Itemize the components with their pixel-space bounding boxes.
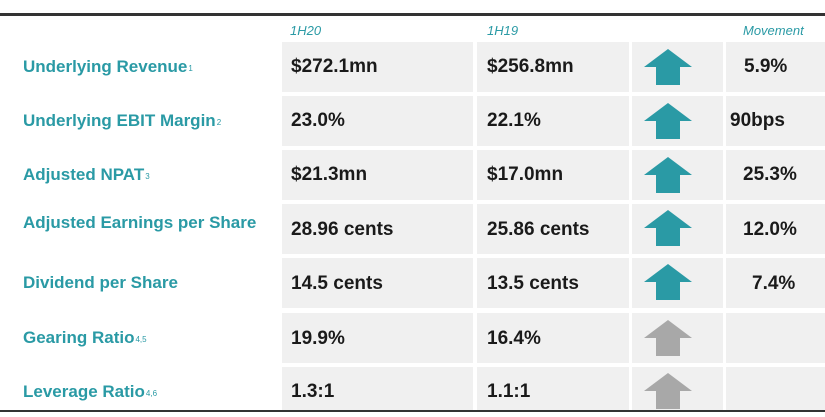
value-1h20: 23.0% — [291, 110, 345, 131]
table-row: Leverage Ratio4,6 1.3:1 1.1:1 — [0, 367, 825, 417]
cell-1h20: 23.0% — [282, 96, 473, 146]
top-rule — [0, 13, 825, 16]
up-arrow-grey-icon — [644, 320, 692, 356]
table-row: Underlying EBIT Margin2 23.0% 22.1% 90bp… — [0, 96, 825, 146]
header-1h20: 1H20 — [290, 23, 322, 38]
cell-movement: 90bps — [726, 96, 825, 146]
cell-1h20: 28.96 cents — [282, 204, 473, 254]
value-1h19: 22.1% — [487, 110, 541, 131]
cell-1h19: 16.4% — [477, 313, 629, 363]
cell-movement: 12.0% — [726, 204, 825, 254]
cell-1h20: $272.1mn — [282, 42, 473, 92]
value-1h20: 1.3:1 — [291, 381, 335, 402]
row-label: Underlying Revenue1 — [23, 57, 193, 76]
value-movement: 90bps — [730, 110, 785, 131]
footnote-ref: 4,6 — [145, 389, 158, 398]
footnote-ref: 4,5 — [135, 335, 147, 344]
cell-1h20: $21.3mn — [282, 150, 473, 200]
value-1h20: 14.5 cents — [291, 273, 383, 294]
value-1h19: 16.4% — [487, 328, 541, 349]
up-arrow-icon — [644, 264, 692, 300]
up-arrow-icon — [644, 210, 692, 246]
row-label: Underlying EBIT Margin2 — [23, 111, 222, 130]
value-1h19: 13.5 cents — [487, 273, 579, 294]
cell-movement — [726, 313, 825, 363]
table-row: Adjusted Earnings per Share 28.96 cents … — [0, 204, 825, 254]
cell-movement: 5.9% — [726, 42, 825, 92]
table-row: Gearing Ratio4,5 19.9% 16.4% — [0, 313, 825, 363]
cell-1h19: 25.86 cents — [477, 204, 629, 254]
cell-1h20: 1.3:1 — [282, 367, 473, 410]
row-label: Adjusted NPAT3 — [23, 165, 150, 184]
table-row: Underlying Revenue1 $272.1mn $256.8mn 5.… — [0, 42, 825, 92]
header-movement: Movement — [743, 23, 804, 38]
value-1h20: $21.3mn — [291, 164, 368, 185]
cell-movement: 25.3% — [726, 150, 825, 200]
row-label: Adjusted Earnings per Share — [23, 213, 257, 232]
value-1h19: 1.1:1 — [487, 381, 531, 402]
row-label: Dividend per Share — [23, 273, 178, 292]
up-arrow-grey-icon — [644, 373, 692, 409]
value-movement: 25.3% — [743, 164, 797, 185]
table-row: Dividend per Share 14.5 cents 13.5 cents… — [0, 258, 825, 308]
value-1h20: 19.9% — [291, 328, 345, 349]
cell-1h19: 22.1% — [477, 96, 629, 146]
row-label: Gearing Ratio4,5 — [23, 328, 147, 347]
footnote-ref: 3 — [145, 172, 150, 181]
header-1h19: 1H19 — [487, 23, 519, 38]
value-1h20: 28.96 cents — [291, 219, 394, 240]
value-1h19: $17.0mn — [487, 164, 564, 185]
value-movement: 5.9% — [744, 56, 788, 77]
row-label: Leverage Ratio4,6 — [23, 382, 158, 401]
up-arrow-icon — [644, 49, 692, 85]
cell-1h19: $17.0mn — [477, 150, 629, 200]
cell-movement: 7.4% — [726, 258, 825, 308]
value-1h19: 25.86 cents — [487, 219, 590, 240]
value-movement: 7.4% — [752, 273, 796, 294]
value-1h20: $272.1mn — [291, 56, 378, 77]
cell-1h19: 13.5 cents — [477, 258, 629, 308]
cell-1h19: 1.1:1 — [477, 367, 629, 410]
footnote-ref: 2 — [216, 118, 222, 127]
up-arrow-icon — [644, 103, 692, 139]
bottom-rule — [0, 410, 825, 412]
cell-1h20: 14.5 cents — [282, 258, 473, 308]
cell-1h19: $256.8mn — [477, 42, 629, 92]
value-movement: 12.0% — [743, 219, 797, 240]
footnote-ref: 1 — [188, 64, 193, 73]
cell-1h20: 19.9% — [282, 313, 473, 363]
table-row: Adjusted NPAT3 $21.3mn $17.0mn 25.3% — [0, 150, 825, 200]
up-arrow-icon — [644, 157, 692, 193]
cell-movement — [726, 367, 825, 410]
value-1h19: $256.8mn — [487, 56, 574, 77]
